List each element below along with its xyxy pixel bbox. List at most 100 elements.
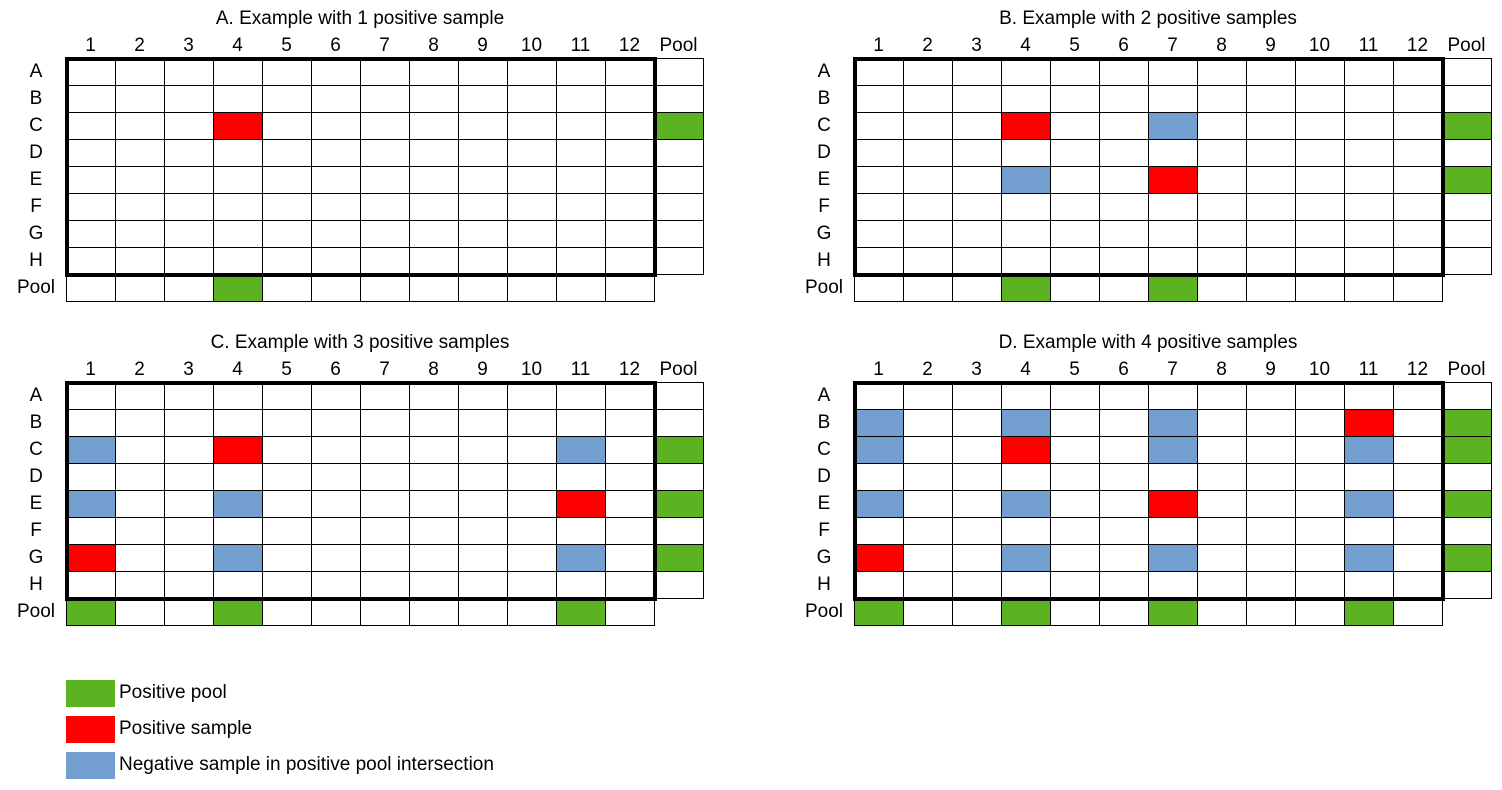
well-cell (164, 220, 214, 248)
column-pool-cell (1246, 274, 1296, 302)
column-pool-cell (605, 598, 655, 626)
well-cell (1393, 490, 1443, 518)
legend-swatch-positive-sample (66, 716, 115, 743)
well-cell (1050, 544, 1100, 572)
row-label: G (816, 547, 832, 568)
panel-title: B. Example with 2 positive samples (999, 8, 1297, 29)
well-cell (1197, 463, 1247, 491)
row-label: D (817, 466, 831, 487)
column-pool-cell (1393, 274, 1443, 302)
well-cell (1344, 166, 1394, 194)
well-cell (903, 139, 953, 167)
well-cell (458, 409, 508, 437)
well-cell (1295, 166, 1345, 194)
well-cell (1001, 85, 1051, 113)
well-cell (1393, 463, 1443, 491)
column-pool-cell (311, 274, 361, 302)
well-cell (311, 112, 361, 140)
well-cell (854, 463, 904, 491)
well-cell (903, 166, 953, 194)
well-cell (115, 112, 165, 140)
column-pool-cell (213, 598, 263, 626)
well-cell (507, 220, 557, 248)
well-cell (115, 166, 165, 194)
row-label: B (817, 88, 831, 109)
column-pool-cell (360, 274, 410, 302)
well-cell (1246, 112, 1296, 140)
well-cell (556, 490, 606, 518)
row-pool-cell (1442, 490, 1492, 518)
column-pool-cell (1148, 598, 1198, 626)
well-cell (1246, 544, 1296, 572)
well-cell (1344, 517, 1394, 545)
column-pool-cell (1050, 274, 1100, 302)
well-cell (1148, 58, 1198, 86)
well-cell (556, 544, 606, 572)
well-cell (360, 220, 410, 248)
well-cell (556, 571, 606, 599)
well-cell (903, 463, 953, 491)
well-cell (1197, 220, 1247, 248)
well-cell (1099, 382, 1149, 410)
well-cell (1295, 112, 1345, 140)
column-pool-cell (66, 274, 116, 302)
well-cell (1246, 85, 1296, 113)
row-pool-cell (654, 85, 704, 113)
well-cell (1393, 544, 1443, 572)
well-cell (1197, 85, 1247, 113)
row-pool-cell (654, 220, 704, 248)
well-cell (605, 247, 655, 275)
row-label: E (817, 493, 831, 514)
column-label: 8 (428, 359, 439, 380)
well-cell (556, 463, 606, 491)
well-cell (1393, 247, 1443, 275)
well-cell (903, 490, 953, 518)
well-cell (605, 544, 655, 572)
row-pool-cell (1442, 544, 1492, 572)
row-label: C (817, 115, 831, 136)
well-cell (1050, 517, 1100, 545)
legend-swatch-positive-pool (66, 680, 115, 707)
well-cell (458, 382, 508, 410)
well-cell (458, 571, 508, 599)
well-cell (556, 436, 606, 464)
well-cell (360, 247, 410, 275)
row-label: B (29, 88, 43, 109)
well-cell (1393, 85, 1443, 113)
row-label: B (29, 412, 43, 433)
well-cell (311, 571, 361, 599)
well-cell (507, 247, 557, 275)
column-pool-cell (903, 598, 953, 626)
well-cell (854, 490, 904, 518)
well-cell (360, 544, 410, 572)
well-cell (262, 112, 312, 140)
well-cell (1148, 85, 1198, 113)
well-cell (164, 166, 214, 194)
well-cell (66, 112, 116, 140)
well-cell (1295, 517, 1345, 545)
well-cell (262, 490, 312, 518)
well-cell (66, 517, 116, 545)
column-label: 6 (330, 35, 341, 56)
well-cell (1148, 517, 1198, 545)
well-cell (164, 463, 214, 491)
well-cell (262, 166, 312, 194)
well-cell (952, 139, 1002, 167)
column-pool-cell (1050, 598, 1100, 626)
legend-label-positive-pool: Positive pool (119, 682, 227, 703)
well-cell (854, 220, 904, 248)
well-cell (854, 58, 904, 86)
column-label: 1 (873, 35, 884, 56)
well-cell (1344, 220, 1394, 248)
well-cell (115, 139, 165, 167)
well-cell (507, 112, 557, 140)
column-pool-cell (903, 274, 953, 302)
well-cell (1295, 382, 1345, 410)
column-label: 5 (1069, 359, 1080, 380)
well-cell (1001, 58, 1051, 86)
well-cell (409, 544, 459, 572)
well-cell (1099, 436, 1149, 464)
column-label: 5 (1069, 35, 1080, 56)
well-cell (1344, 247, 1394, 275)
